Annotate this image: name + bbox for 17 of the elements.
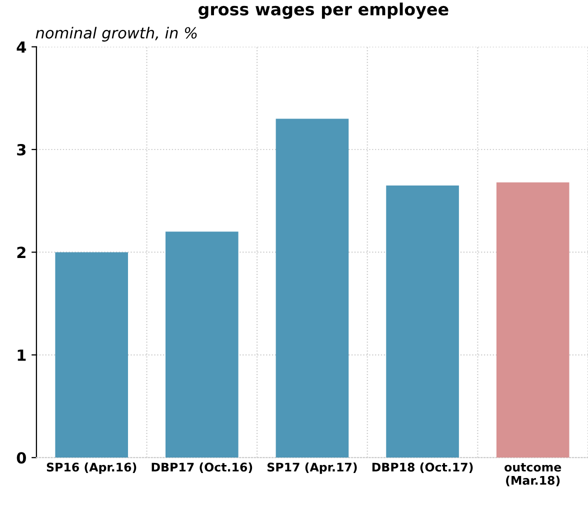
bar [496,182,570,458]
y-tick-label: 1 [18,350,26,361]
y-tick-label: 0 [16,452,26,464]
chart-title: gross wages per employee [198,2,448,19]
bar [55,252,128,458]
x-tick-label: outcome (Mar.18) [504,463,562,486]
x-tick-label: SP16 (Apr.16) [46,462,136,474]
x-tick-label: SP17 (Apr.17) [268,462,357,474]
y-tick-label: 2 [17,246,26,258]
y-tick-label: 3 [17,144,26,156]
x-tick-label: DBP18 (Oct.17) [372,462,473,473]
x-tick-label: DBP17 (Oct.16) [152,462,252,473]
bar [386,185,459,458]
y-tick-label: 4 [16,41,26,53]
bar [166,232,238,458]
bar [276,118,349,458]
chart-subtitle: nominal growth, in % [36,26,197,42]
